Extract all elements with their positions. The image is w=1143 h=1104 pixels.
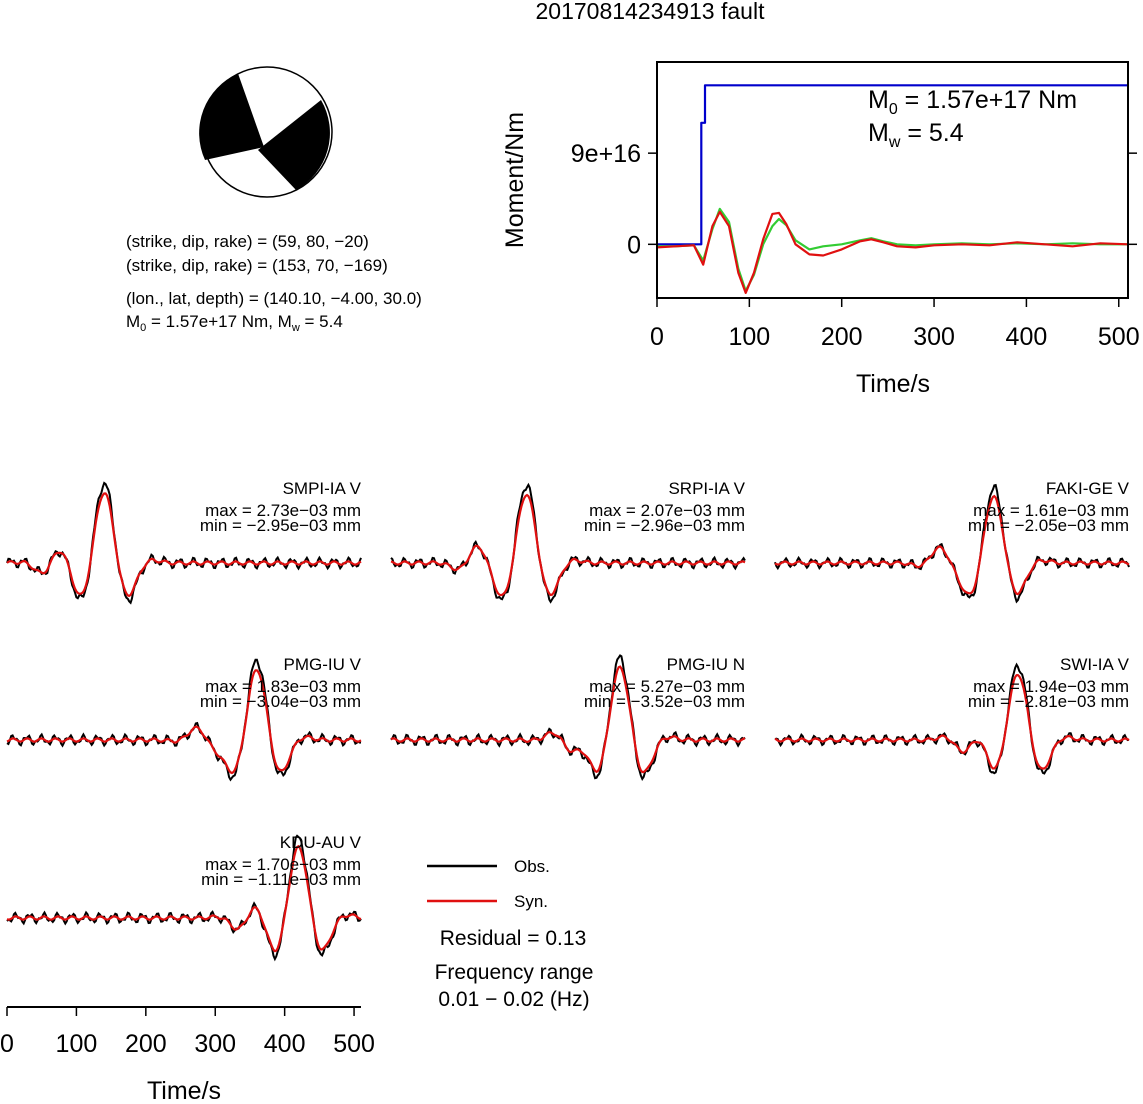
beachball-quadrant-1 — [199, 73, 264, 160]
synthetic-trace — [390, 493, 746, 597]
location-label: (lon., lat, depth) = (140.10, −4.00, 30.… — [126, 289, 422, 308]
station-name: SRPI-IA V — [668, 479, 745, 498]
moment-xtick-label: 400 — [1006, 323, 1048, 351]
moment-ytick-label: 9e+16 — [571, 140, 641, 168]
station-max: max = 2.73e−03 mm — [205, 501, 361, 520]
moment-annotation-m0: M0 = 1.57e+17 Nm — [868, 86, 1077, 118]
moment-xlabel: Time/s — [856, 370, 930, 398]
magnitude-label: M0 = 1.57e+17 Nm, Mw = 5.4 — [126, 312, 343, 334]
station-min: min = −3.52e−03 mm — [584, 692, 745, 711]
beachball — [199, 66, 333, 198]
station-name: SMPI-IA V — [283, 479, 362, 498]
mechanism-info: (strike, dip, rake) = (59, 80, −20) (str… — [126, 232, 422, 334]
legend: Obs. Syn. Residual = 0.13 Frequency rang… — [427, 857, 593, 1011]
station-min: min = −3.04e−03 mm — [200, 692, 361, 711]
station-name: PMG-IU N — [667, 655, 745, 674]
frequency-value: 0.01 − 0.02 (Hz) — [438, 988, 589, 1011]
synthetic-trace — [6, 492, 362, 598]
station-min: min = −1.11e−03 mm — [201, 870, 361, 889]
station-name: PMG-IU V — [284, 655, 362, 674]
moment-ylabel: Moment/Nm — [501, 112, 529, 248]
station-max: max = 1.94e−03 mm — [973, 677, 1129, 696]
station-max: max = 1.83e−03 mm — [205, 677, 361, 696]
synthetic-trace — [390, 665, 746, 774]
moment-xtick-label: 100 — [728, 323, 770, 351]
moment-annotation-mw: Mw = 5.4 — [868, 119, 964, 151]
plane1-label: (strike, dip, rake) = (59, 80, −20) — [126, 232, 369, 251]
station-max: max = 2.07e−03 mm — [589, 501, 745, 520]
waveform-xtick-label: 0 — [0, 1030, 14, 1058]
moment-series-line-2 — [657, 207, 1128, 292]
station-max: max = 5.27e−03 mm — [589, 677, 745, 696]
frequency-title: Frequency range — [435, 961, 594, 984]
moment-xtick-label: 300 — [913, 323, 955, 351]
moment-axes: 0 100 200 300 400 500 0 9e+16 — [571, 140, 1140, 351]
beachball-quadrant-2 — [258, 100, 330, 190]
moment-ytick-label: 0 — [627, 231, 641, 259]
waveform-xtick-label: 500 — [333, 1030, 375, 1058]
synthetic-trace — [774, 673, 1130, 770]
synthetic-trace — [774, 494, 1130, 596]
figure-title: 20170814234913 fault — [536, 0, 766, 24]
station-min: min = −2.05e−03 mm — [968, 516, 1129, 535]
moment-series-group — [656, 84, 1129, 294]
station-name: FAKI-GE V — [1046, 479, 1130, 498]
waveform-xtick-label: 200 — [125, 1030, 167, 1058]
waveform-xlabel: Time/s — [147, 1077, 221, 1104]
station-max: max = 1.61e−03 mm — [973, 501, 1129, 520]
moment-xtick-label: 500 — [1098, 323, 1140, 351]
residual-label: Residual = 0.13 — [440, 927, 587, 950]
moment-xtick-label: 200 — [821, 323, 863, 351]
synthetic-trace — [6, 669, 362, 775]
moment-plot-frame — [656, 61, 1129, 299]
legend-obs-label: Obs. — [514, 857, 550, 876]
legend-syn-label: Syn. — [514, 892, 548, 911]
station-max: max = 1.70e−03 mm — [205, 855, 361, 874]
moment-series-line-3 — [656, 210, 1129, 294]
station-name: SWI-IA V — [1060, 655, 1130, 674]
waveform-time-axis: 0 100 200 300 400 500 — [0, 1006, 375, 1058]
station-name: KDU-AU V — [280, 833, 362, 852]
station-min: min = −2.95e−03 mm — [200, 516, 361, 535]
waveform-xtick-label: 400 — [264, 1030, 306, 1058]
observed-trace — [390, 654, 746, 781]
synthetic-trace — [6, 844, 362, 953]
station-min: min = −2.96e−03 mm — [584, 516, 745, 535]
waveform-xtick-label: 100 — [56, 1030, 98, 1058]
plane2-label: (strike, dip, rake) = (153, 70, −169) — [126, 256, 388, 275]
station-min: min = −2.81e−03 mm — [968, 692, 1129, 711]
waveform-xtick-label: 300 — [194, 1030, 236, 1058]
moment-xtick-label: 0 — [650, 323, 664, 351]
